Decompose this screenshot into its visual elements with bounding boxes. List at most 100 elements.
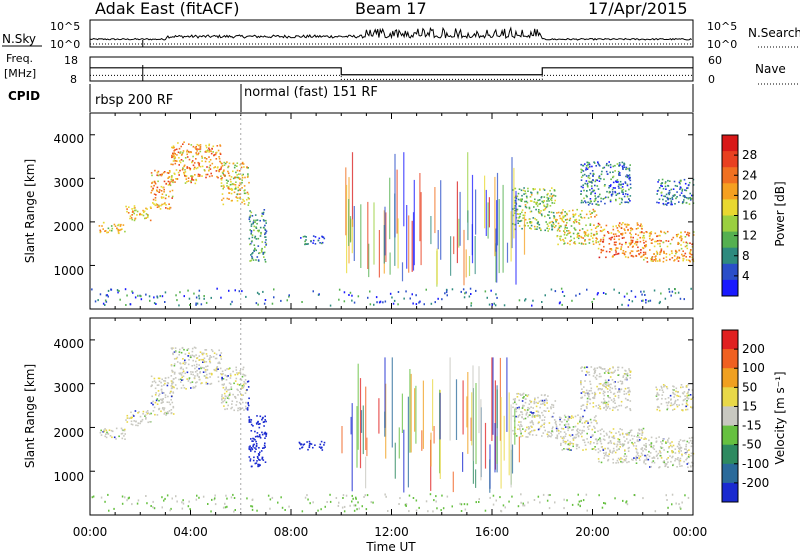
data-cell (261, 431, 263, 434)
data-cell (161, 295, 164, 298)
data-cell (239, 408, 241, 411)
data-cell (121, 228, 123, 230)
data-cell (585, 234, 588, 237)
data-cell (236, 162, 239, 164)
data-cell (249, 445, 251, 447)
data-cell (478, 498, 480, 501)
data-cell (170, 180, 173, 183)
data-cell (683, 195, 686, 197)
data-cell (595, 415, 597, 417)
data-cell (178, 174, 180, 176)
data-cell (170, 347, 173, 349)
data-cell (576, 444, 579, 446)
data-cell (145, 418, 147, 420)
data-cell (661, 446, 664, 449)
data-cell (234, 186, 237, 189)
data-cell (519, 427, 521, 430)
data-cell (586, 229, 589, 232)
data-cell (595, 237, 598, 239)
data-cell (623, 164, 625, 166)
data-cell (186, 167, 188, 169)
data-cell (235, 377, 238, 380)
data-cell (171, 146, 173, 149)
data-cell (233, 409, 235, 412)
data-cell (180, 154, 183, 156)
data-cell (259, 459, 261, 461)
data-cell (530, 194, 533, 196)
data-cell (671, 290, 674, 293)
data-cell (156, 186, 159, 189)
data-cell (206, 382, 209, 385)
data-cell (186, 153, 188, 156)
data-cell (171, 385, 174, 388)
data-cell (537, 414, 540, 417)
data-cell (669, 180, 671, 182)
data-cell (608, 430, 611, 433)
data-cell (600, 401, 603, 404)
data-cell (534, 397, 536, 400)
data-cell (581, 435, 583, 438)
data-cell (202, 371, 205, 373)
data-cell (165, 204, 167, 206)
data-cell (210, 150, 212, 152)
data-cell (110, 288, 112, 291)
data-cell (343, 300, 346, 303)
data-cell (632, 443, 634, 445)
data-cell (624, 256, 627, 258)
data-cell (234, 164, 236, 167)
data-cell (617, 381, 619, 383)
data-cell (590, 200, 592, 203)
data-cell (161, 391, 163, 393)
data-cell (678, 404, 680, 406)
data-cell (229, 377, 232, 379)
data-cell (146, 208, 148, 210)
data-cell (656, 235, 658, 238)
data-cell (206, 355, 209, 357)
data-cell (541, 419, 543, 422)
data-cell (208, 156, 210, 158)
data-cell (229, 178, 232, 181)
data-cell (219, 160, 221, 163)
data-cell (576, 236, 579, 238)
data-cell (561, 437, 564, 439)
data-cell (534, 217, 536, 220)
data-cell (105, 429, 108, 432)
data-streak (465, 249, 467, 278)
data-cell (610, 399, 613, 401)
data-cell (139, 294, 141, 297)
data-cell (547, 214, 549, 216)
data-cell (557, 211, 560, 214)
data-cell (257, 230, 260, 233)
data-cell (566, 222, 568, 224)
data-cell (250, 419, 253, 421)
data-cell (216, 175, 218, 178)
data-cell (615, 253, 617, 256)
data-cell (107, 231, 109, 234)
data-cell (558, 215, 561, 217)
data-cell (257, 237, 260, 240)
data-cell (156, 403, 159, 405)
data-cell (639, 225, 641, 227)
data-cell (223, 392, 226, 395)
data-cell (99, 230, 102, 233)
data-cell (258, 458, 260, 461)
data-cell (605, 386, 607, 389)
data-cell (489, 496, 491, 499)
data-cell (617, 181, 619, 183)
data-cell (521, 413, 524, 416)
data-cell (551, 415, 554, 418)
data-cell (649, 299, 652, 302)
data-cell (338, 288, 341, 291)
data-cell (538, 427, 541, 430)
data-cell (219, 354, 221, 357)
data-cell (521, 416, 523, 418)
data-cell (200, 367, 202, 370)
data-cell (167, 382, 170, 385)
data-cell (201, 175, 203, 177)
data-cell (217, 362, 219, 364)
data-cell (577, 232, 579, 235)
data-cell (568, 219, 571, 222)
data-cell (641, 432, 644, 435)
data-cell (183, 165, 185, 168)
data-cell (174, 377, 177, 379)
